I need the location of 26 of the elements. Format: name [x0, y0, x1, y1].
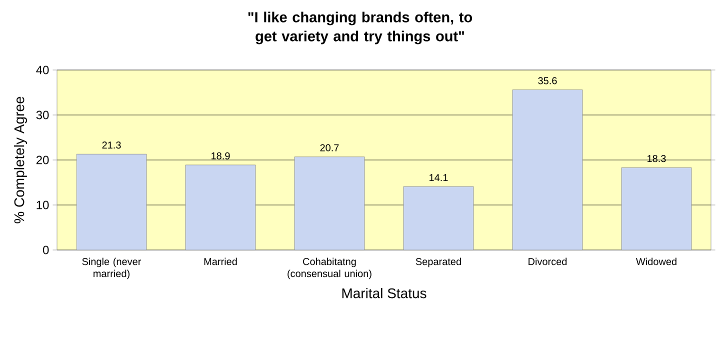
- bar: [512, 90, 583, 250]
- chart-title: "I like changing brands often, to get variety and try things out": [248, 12, 472, 44]
- bar: [76, 154, 147, 250]
- bar: [294, 156, 365, 250]
- x-tick-label: Widowed: [636, 258, 676, 266]
- y-tick-label: 10: [36, 200, 49, 210]
- data-label: 20.7: [320, 144, 339, 152]
- bar: [186, 164, 256, 250]
- data-label: 35.6: [538, 77, 557, 84]
- y-tick-label: 40: [36, 66, 49, 74]
- y-tick-label: 20: [36, 156, 49, 164]
- x-tick-label: Divorced: [528, 258, 567, 266]
- data-label: 18.3: [648, 155, 666, 162]
- x-tick-label: Married: [204, 258, 237, 266]
- y-axis-title: % Completely Agree: [14, 96, 27, 224]
- y-tick-label: 30: [36, 110, 49, 120]
- x-tick-label: Single (never married): [82, 258, 142, 280]
- data-label: 18.9: [212, 152, 230, 160]
- y-tick-label: 0: [43, 246, 49, 254]
- x-tick-label: Cohabitatng (consensual union): [288, 258, 372, 280]
- x-axis-title: Marital Status: [342, 288, 426, 298]
- bar: [403, 186, 474, 250]
- bar: [621, 167, 692, 250]
- x-tick-label: Separated: [416, 258, 461, 268]
- data-label: 21.3: [102, 142, 121, 149]
- data-label: 14.1: [430, 174, 448, 182]
